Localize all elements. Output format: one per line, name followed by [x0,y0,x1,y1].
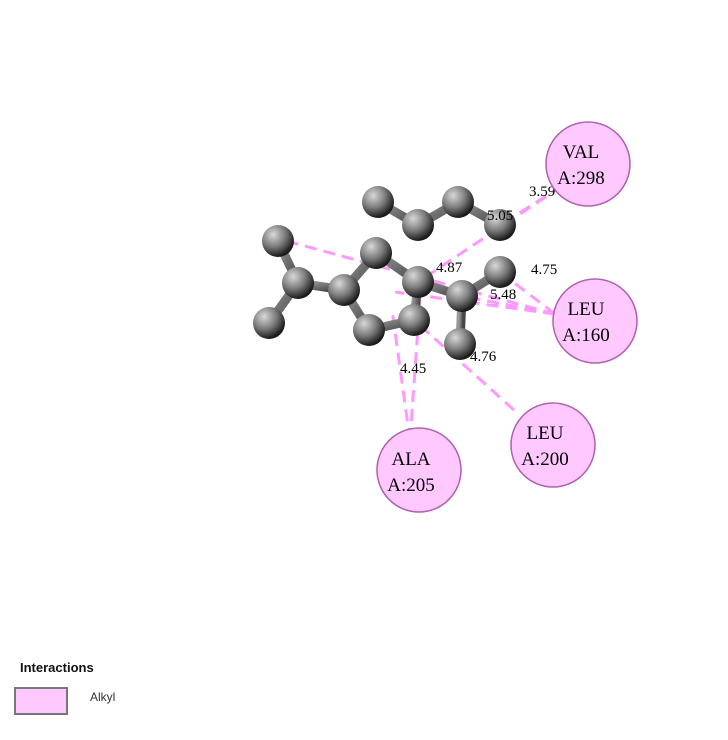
atom [398,304,430,336]
residue-val298: VAL A:298 [545,121,631,207]
distance-label: 4.75 [531,262,557,278]
atom [444,328,476,360]
residue-name: ALA [391,449,430,470]
distance-label: 4.87 [436,260,463,276]
atoms [253,186,516,360]
residue-name: LEU [568,299,605,320]
atom [484,209,516,241]
residue-leu160: LEU A:160 [552,278,638,364]
residue-bubble [552,278,638,364]
atom [442,186,474,218]
alkyl-swatch [14,687,68,715]
residue-leu200: LEU A:200 [510,402,596,488]
legend-title: Interactions [20,660,94,675]
distance-labels: 3.59 5.05 4.75 4.87 5.48 4.76 4.45 [400,184,557,377]
atom [353,314,385,346]
residue-chain: A:200 [521,449,569,470]
residue-name: LEU [527,423,564,444]
legend-item-alkyl: Alkyl [14,687,115,715]
distance-label: 5.05 [487,208,513,224]
atom [282,267,314,299]
residue-bubble [545,121,631,207]
atom [262,225,294,257]
atom [328,274,360,306]
atom [446,280,478,312]
atom [484,256,516,288]
residue-name: VAL [563,142,600,163]
atom [362,186,394,218]
atom [402,266,434,298]
distance-label: 5.48 [490,287,516,303]
distance-label: 4.45 [400,361,426,377]
legend-label: Alkyl [90,690,116,704]
residue-ala205: ALA A:205 [376,427,462,513]
residue-chain: A:205 [387,475,435,496]
residue-chain: A:298 [557,168,605,189]
interaction-line [412,318,516,412]
atom [402,209,434,241]
residue-chain: A:160 [562,325,610,346]
residue-bubble [510,402,596,488]
legend: Interactions Alkyl [14,660,115,715]
interaction-line [390,309,412,441]
residue-bubble [376,427,462,513]
atom [253,307,285,339]
distance-label: 3.59 [529,184,555,200]
distance-label: 4.76 [470,349,497,365]
atom [360,237,392,269]
